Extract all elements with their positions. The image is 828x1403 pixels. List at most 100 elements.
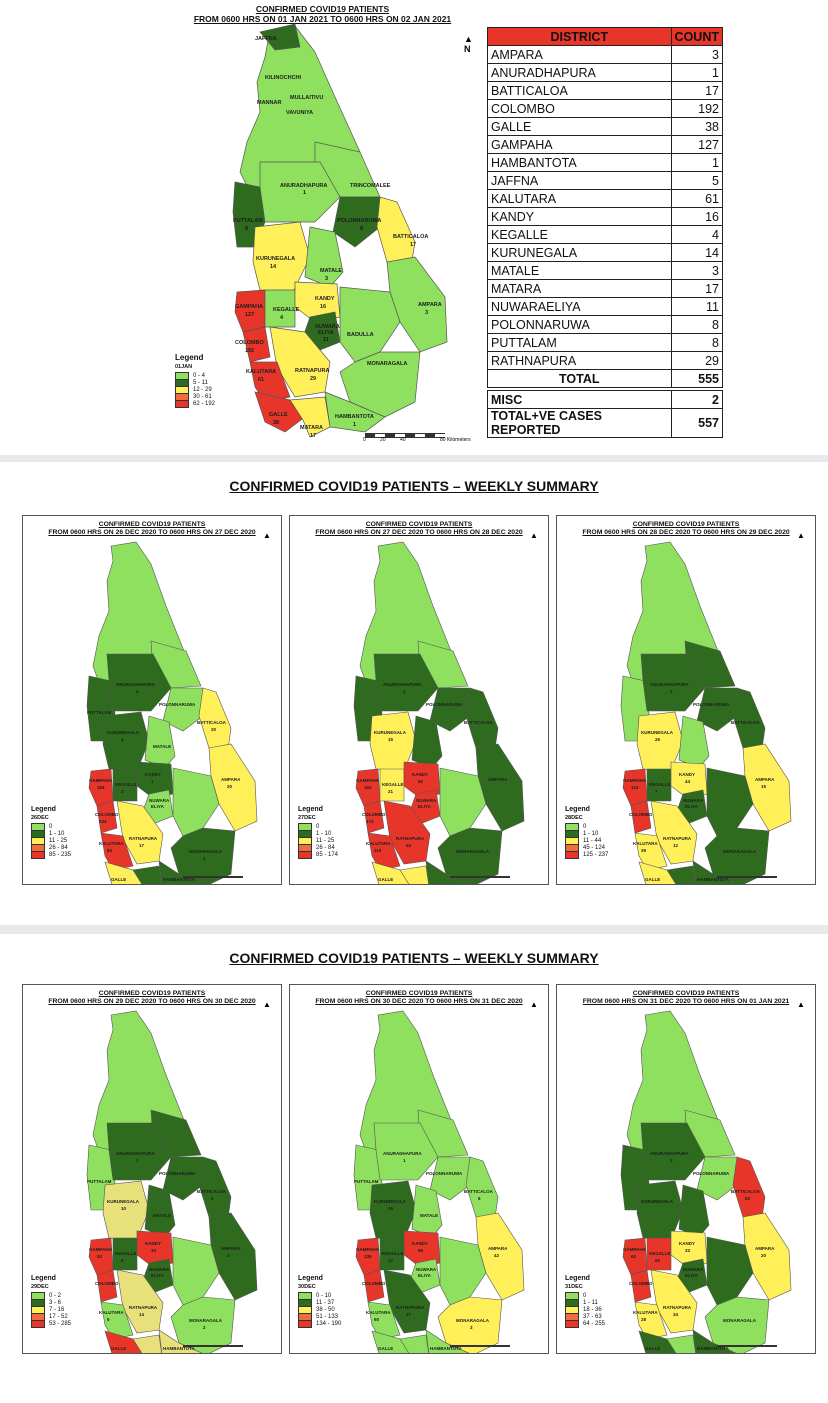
map-legend: Legend 31DEC 0 1 - 11 18 - 36 37 - 63 64 - 255: [565, 1275, 606, 1328]
map-label-galle: GALLE: [378, 1346, 393, 1351]
region-matale: [144, 1184, 176, 1238]
region-polo: [162, 1156, 204, 1201]
map-label-kuru: KURUNEGALA: [641, 1199, 674, 1204]
region-ampara: [475, 743, 525, 832]
map-title-line1: CONFIRMED COVID19 PATIENTS: [98, 521, 206, 528]
map-label-kandy_n: 1: [151, 779, 154, 784]
map-label-kuru_n: 15: [388, 737, 394, 742]
map-label-ampara_n: 20: [761, 1253, 767, 1258]
region-matale: [144, 715, 176, 769]
region-polo: [429, 1156, 471, 1201]
map-label-ampara: AMPARA: [488, 777, 508, 782]
region-mon: [704, 827, 770, 884]
map-label-col: COLOMBO: [629, 1281, 653, 1286]
count-cell: 38: [670, 117, 724, 136]
map-label-col_n: 174: [366, 819, 374, 824]
table-row: ANURADHAPURA 1: [487, 63, 724, 82]
map-label-ham: HAMBANTOTA: [430, 1346, 463, 1351]
svg-text:JAFFNA: JAFFNA: [255, 36, 277, 42]
map-label-putt: PUTTALAM: [354, 1179, 379, 1184]
svg-text:BADULLA: BADULLA: [347, 332, 374, 338]
map-title-line2: FROM 0600 HRS ON 31 DEC 2020 TO 0600 HRS…: [582, 998, 790, 1005]
region-col: [630, 1269, 652, 1303]
map-label-rat_n: 53: [406, 843, 412, 848]
map-label-kandy: KANDY: [679, 772, 695, 777]
map-legend: Legend 27DEC 0 1 - 10 11 - 25 26 - 84 85 - 174: [298, 806, 339, 859]
map-legend: Legend 26DEC 0 1 - 10 11 - 25 26 - 84 85 - 235: [31, 806, 72, 859]
map-label-col: COLOMBO: [95, 812, 119, 817]
count-cell: 127: [670, 135, 724, 154]
map-title-line1: CONFIRMED COVID19 PATIENTS: [98, 990, 206, 997]
main-map-title: CONFIRMED COVID19 PATIENTS FROM 0600 HRS…: [193, 4, 452, 24]
north-arrow-icon: ▲: [263, 1000, 271, 1009]
north-arrow-icon: ▲: [797, 1000, 805, 1009]
map-label-anur_n: 1: [403, 689, 406, 694]
count-cell: 17: [670, 81, 724, 100]
region-ham: [158, 860, 203, 884]
map-label-galle: GALLE: [111, 1346, 126, 1351]
map-label-gamp: GAMPAHA: [623, 778, 647, 783]
map-label-batt: BATTICALOA: [197, 1189, 227, 1194]
map-label-polo: POLONNARUWA: [426, 1171, 463, 1176]
table-row: MATARA 17: [487, 279, 724, 298]
table-row: AMPARA 3: [487, 45, 724, 64]
scale-bar: [183, 1345, 243, 1347]
map-label-batt_n: 2: [211, 1196, 214, 1201]
map-label-rat_n: 14: [139, 1312, 145, 1317]
reported-row: TOTAL+VE CASES REPORTED 557: [487, 408, 724, 438]
map-label-ham: HAMBANTOTA: [163, 877, 196, 882]
map-label-ampara_n: 20: [227, 784, 233, 789]
region-ham: [425, 860, 470, 884]
map-label-putt: PUTTALAM: [87, 1179, 112, 1184]
map-label-gamp_n: 139: [364, 1254, 372, 1259]
north-arrow-icon: ▲: [797, 531, 805, 540]
svg-text:KURUNEGALA: KURUNEGALA: [256, 256, 295, 262]
map-label-kandy: KANDY: [679, 1241, 695, 1246]
svg-text:61: 61: [258, 377, 264, 383]
region-anur: [640, 653, 706, 712]
map-label-polo: POLONNARUWA: [693, 702, 730, 707]
map-label-batt: BATTICALOA: [731, 720, 761, 725]
table-row: GAMPAHA 127: [487, 135, 724, 154]
map-label-col: COLOMBO: [362, 812, 386, 817]
region-matale: [678, 1184, 710, 1238]
section-title-1: CONFIRMED COVID19 PATIENTS – WEEKLY SUMM…: [229, 478, 599, 494]
svg-text:14: 14: [270, 264, 277, 270]
count-cell: 17: [670, 279, 724, 298]
map-label-col: COLOMBO: [362, 1281, 386, 1286]
table-row: MATALE 3: [487, 261, 724, 280]
svg-text:KILINOCHCHI: KILINOCHCHI: [265, 75, 302, 81]
map-label-kuru: KURUNEGALA: [107, 1199, 140, 1204]
svg-text:MATALE: MATALE: [320, 268, 342, 274]
region-ampara: [742, 743, 792, 832]
map-label-matale: MATALE: [153, 744, 171, 749]
map-label-nuw2: ELIYA: [418, 804, 432, 809]
map-title-line2: FROM 0600 HRS ON 27 DEC 2020 TO 0600 HRS…: [315, 529, 523, 536]
map-label-gamp_n: 124: [631, 785, 639, 790]
table-row: NUWARAELIYA 11: [487, 297, 724, 316]
table-row: GALLE 38: [487, 117, 724, 136]
region-ampara: [208, 743, 258, 832]
svg-text:KANDY: KANDY: [315, 296, 335, 302]
misc-row: MISC 2: [487, 390, 724, 409]
map-label-batt_n: 63: [745, 1196, 751, 1201]
region-mat: [399, 865, 429, 884]
count-cell: 3: [670, 261, 724, 280]
map-label-polo: POLONNARUWA: [159, 702, 196, 707]
map-label-gamp_n: 152: [364, 785, 372, 790]
svg-text:TRINCOMALEE: TRINCOMALEE: [350, 183, 391, 189]
map-label-nuw2: ELIYA: [685, 1273, 699, 1278]
map-label-ampara: AMPARA: [755, 1246, 775, 1251]
scale-bar: [183, 876, 243, 878]
region-mat: [666, 865, 696, 884]
map-label-galle: GALLE: [645, 1346, 660, 1351]
region-mat: [132, 1334, 162, 1353]
region-ampara: [208, 1212, 258, 1301]
table-row: PUTTALAM 8: [487, 333, 724, 352]
district-cell: KEGALLE: [487, 225, 672, 244]
map-label-polo: POLONNARUWA: [159, 1171, 196, 1176]
region-badulla: [339, 286, 401, 363]
svg-text:KEGALLE: KEGALLE: [273, 307, 300, 313]
region-anur: [373, 653, 439, 712]
map-label-nuw: NUWARA: [416, 798, 437, 803]
